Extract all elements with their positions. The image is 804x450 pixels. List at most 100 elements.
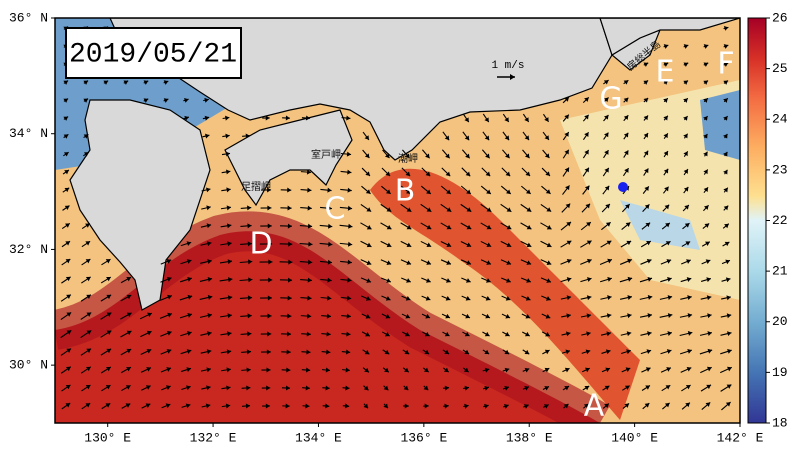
arrow-head [126,348,132,354]
arrow-head [504,367,510,373]
arrow-head [385,296,391,301]
arrow-head [723,169,728,175]
arrow-head [146,367,151,372]
arrow-head [345,349,351,355]
arrow-head [643,150,649,156]
arrow-head [726,384,732,389]
arrow-head [564,132,569,137]
arrow-head [604,150,609,155]
arrow-head [268,277,273,283]
arrow-head [187,312,192,318]
arrow-head [285,403,290,409]
arrow-head [83,152,89,157]
arrow-head [627,276,633,282]
arrow-head [184,98,189,103]
arrow-head [366,278,371,283]
arrow-head [583,403,589,409]
arrow-head [525,171,531,177]
arrow-head [525,331,530,337]
colorbar-tick-label: 25 [772,61,788,76]
arrow-head [584,114,589,120]
arrow-head [444,135,450,141]
arrow-head [485,313,490,319]
arrow-head [506,260,512,265]
arrow-head [268,259,273,265]
arrow-head [267,313,272,319]
arrow-head [106,312,112,317]
arrow-head [65,259,71,264]
arrow-head [363,403,369,409]
arrow-head [105,385,111,390]
arrow-head [204,115,210,121]
arrow-head [586,240,592,245]
arrow-head [406,189,411,194]
arrow-head [266,349,271,355]
arrow-head [647,276,653,282]
arrow-head [466,242,472,248]
arrow-head [227,295,233,301]
arrow-head [444,331,450,337]
arrow-head [265,115,270,121]
arrow-head [545,296,551,301]
arrow-head [605,222,611,227]
arrow-head [566,313,571,319]
arrow-head [685,385,691,390]
arrow-head [106,294,112,300]
arrow-head [605,349,611,355]
arrow-head [346,115,351,121]
arrow-head [584,385,590,391]
arrow-head [267,331,272,337]
arrow-head [687,330,693,336]
arrow-head [564,149,569,155]
arrow-head [143,80,149,85]
arrow-head [727,331,732,337]
arrow-head [364,349,370,355]
date-label: 2019/05/21 [69,39,237,70]
arrow-head [64,187,70,193]
arrow-head [565,203,571,209]
arrow-head [308,241,313,247]
arrow-head [526,242,532,248]
scale-arrow-head [510,74,515,80]
arrow-head [723,62,729,67]
arrow-head [525,296,531,301]
arrow-head [465,171,471,177]
arrow-head [623,132,629,138]
arrow-head [404,349,410,355]
arrow-head [126,330,132,336]
arrow-head [627,258,632,264]
arrow-head [247,223,252,229]
arrow-head [166,385,171,390]
arrow-head [663,44,669,49]
arrow-head [723,205,729,211]
arrow-head [206,205,211,211]
arrow-head [305,385,310,391]
arrow-head [703,187,709,193]
arrow-head [66,348,72,353]
arrow-head [643,62,649,67]
arrow-head [706,295,712,301]
arrow-head [606,240,612,246]
warm-water [370,168,640,420]
arrow-head [687,295,692,301]
arrow-head [524,117,529,122]
arrow-head [206,241,212,247]
arrow-head [247,331,252,337]
arrow-head [307,295,312,301]
arrow-head [667,277,672,282]
arrow-head [327,277,332,283]
arrow-head [446,260,451,265]
arrow-head [707,348,713,354]
arrow-head [443,367,449,373]
arrow-head [404,403,409,409]
arrow-head [385,189,391,194]
arrow-head [83,134,89,139]
arrow-head [347,169,352,175]
arrow-head [563,403,569,409]
arrow-head [347,187,352,193]
arrow-head [606,313,612,319]
arrow-head [166,367,171,372]
arrow-head [363,385,369,391]
arrow-head [365,331,370,337]
arrow-head [364,135,369,140]
